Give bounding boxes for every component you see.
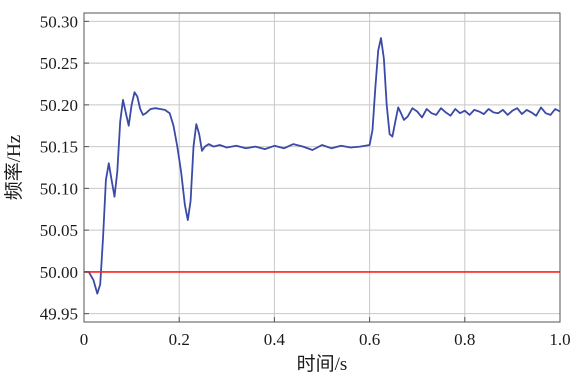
frequency-series-line: [84, 37, 561, 295]
y-tick-label: 50.10: [40, 179, 78, 198]
x-tick-label: 0.4: [264, 330, 286, 349]
x-tick-label: 0.6: [359, 330, 380, 349]
y-tick-label: 50.25: [40, 54, 78, 73]
plot-frame: [83, 12, 561, 323]
x-tick-label: 0: [80, 330, 89, 349]
ticks: 0 0.2 0.4 0.6 0.8 1.0 49.95 50.00 50.05 50.10 50.1…: [40, 12, 571, 349]
grid: [83, 13, 561, 322]
y-tick-label: 50.15: [40, 138, 78, 157]
y-axis-label: 频率/Hz: [3, 135, 25, 200]
y-tick-label: 50.20: [40, 96, 78, 115]
x-tick-label: 0.8: [454, 330, 475, 349]
y-tick-label: 49.95: [40, 305, 78, 324]
series-layer: [84, 37, 561, 295]
x-axis-label: 时间/s: [297, 353, 348, 375]
y-tick-label: 50.00: [40, 263, 78, 282]
y-tick-label: 50.05: [40, 221, 78, 240]
x-tick-label: 1.0: [549, 330, 570, 349]
x-tick-label: 0.2: [169, 330, 190, 349]
y-tick-label: 50.30: [40, 12, 78, 31]
